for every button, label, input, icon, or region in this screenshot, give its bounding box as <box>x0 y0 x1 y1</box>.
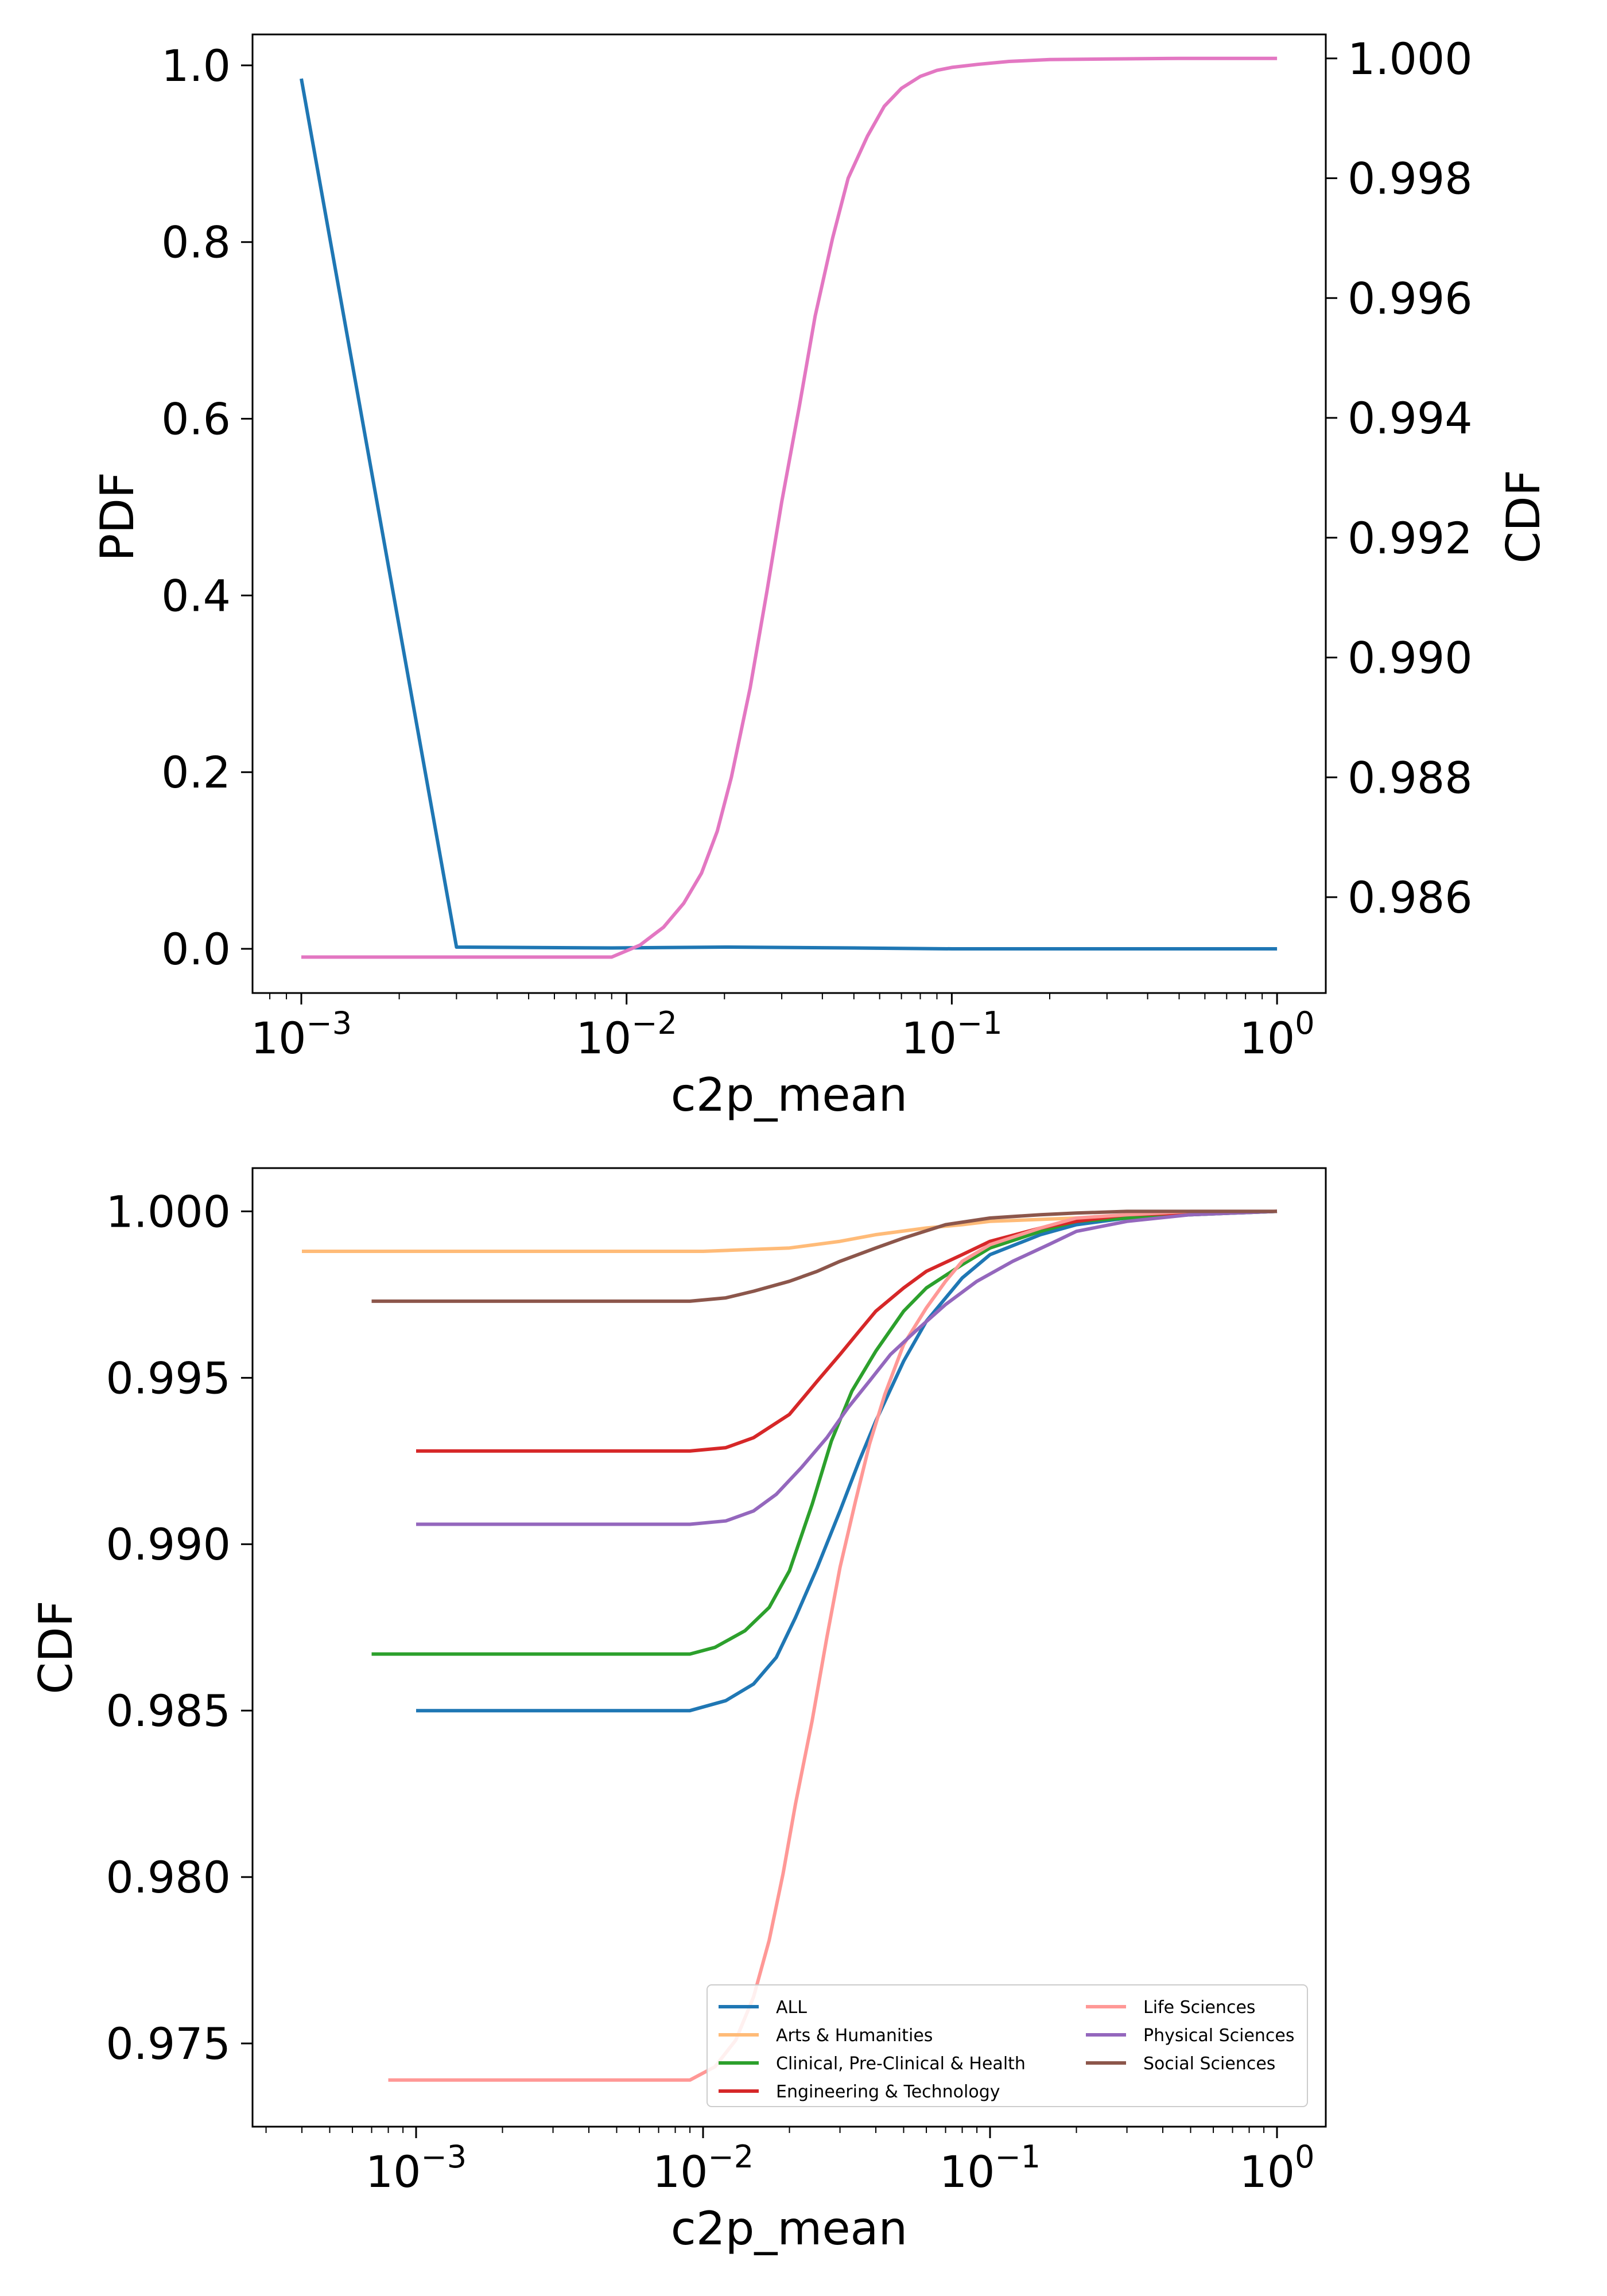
legend: ALL Arts & Humanities Clinical, Pre-Clinic… <box>707 1984 1308 2107</box>
right-y-tick-label: 0.994 <box>1348 393 1473 444</box>
right-y-tick-label: 1.000 <box>1348 33 1473 84</box>
left-y-tick-label: 0.6 <box>161 394 231 445</box>
legend-label: Engineering & Technology <box>776 2082 1000 2102</box>
y-tick-label: 0.990 <box>106 1519 231 1570</box>
right-y-tick-label: 0.988 <box>1348 752 1473 803</box>
legend-label: Arts & Humanities <box>776 2026 933 2046</box>
cdf-by-field-panel: 10−3 10−2 10−1 100 0.975 0.980 0.985 0.990 0.99… <box>29 1167 1327 2255</box>
legend-label: Life Sciences <box>1143 1998 1256 2018</box>
y-tick-label: 0.975 <box>106 2018 231 2069</box>
top-plot-lines <box>300 56 1278 959</box>
x-tick-label: 10−3 <box>251 1005 352 1064</box>
y-tick-label: 0.980 <box>106 1852 231 1903</box>
series-line-pdf <box>300 78 1278 951</box>
left-y-tick-label: 0.2 <box>161 747 231 798</box>
bottom-y-axis-label: CDF <box>29 1600 83 1694</box>
top-plot-frame <box>251 33 1327 994</box>
bottom-x-axis-label: c2p_mean <box>671 2202 908 2255</box>
legend-box <box>707 1984 1308 2107</box>
bottom-plot-frame <box>251 1167 1327 2128</box>
bottom-y-ticks: 0.975 0.980 0.985 0.990 0.995 1.000 <box>106 1186 253 2069</box>
legend-label: Clinical, Pre-Clinical & Health <box>776 2054 1026 2074</box>
y-tick-label: 0.995 <box>106 1352 231 1403</box>
legend-label: Physical Sciences <box>1143 2026 1295 2046</box>
x-tick-label: 10−2 <box>653 2139 754 2197</box>
left-y-tick-label: 0.0 <box>161 924 231 975</box>
top-x-axis-label: c2p_mean <box>671 1068 908 1122</box>
x-tick-label: 10−1 <box>940 2139 1041 2197</box>
x-tick-label: 10−1 <box>901 1005 1002 1064</box>
legend-label: ALL <box>776 1998 807 2018</box>
top-x-ticks: 10−3 10−2 10−1 100 <box>251 993 1315 1064</box>
top-right-y-axis-label: CDF <box>1497 470 1550 563</box>
legend-label: Social Sciences <box>1143 2054 1275 2074</box>
x-tick-label: 10−3 <box>366 2139 467 2197</box>
left-y-tick-label: 1.0 <box>161 40 231 91</box>
x-tick-label: 100 <box>1239 2139 1314 2197</box>
top-left-y-ticks: 0.0 0.2 0.4 0.6 0.8 1.0 <box>161 40 253 975</box>
left-y-tick-label: 0.8 <box>161 217 231 268</box>
top-right-y-ticks: 0.986 0.988 0.990 0.992 0.994 0.996 0.998 1.000 <box>1326 33 1473 923</box>
right-y-tick-label: 0.998 <box>1348 153 1473 204</box>
top-left-y-axis-label: PDF <box>91 472 144 561</box>
series-line-physical-sciences <box>416 1209 1278 1526</box>
pdf-cdf-panel: 10−3 10−2 10−1 100 0.0 0.2 0.4 0.6 0.8 1.0 0.986… <box>91 33 1550 1122</box>
series-line-social-sciences <box>371 1209 1277 1303</box>
left-y-tick-label: 0.4 <box>161 570 231 621</box>
right-y-tick-label: 0.996 <box>1348 273 1473 324</box>
right-y-tick-label: 0.990 <box>1348 633 1473 684</box>
bottom-x-ticks: 10−3 10−2 10−1 100 <box>265 2127 1315 2197</box>
series-line-cdf <box>301 56 1278 959</box>
y-tick-label: 1.000 <box>106 1186 231 1237</box>
y-tick-label: 0.985 <box>106 1685 231 1736</box>
right-y-tick-label: 0.992 <box>1348 513 1473 564</box>
right-y-tick-label: 0.986 <box>1348 872 1473 923</box>
x-tick-label: 100 <box>1240 1005 1315 1064</box>
series-line-engineering-technology <box>416 1209 1278 1453</box>
x-tick-label: 10−2 <box>576 1005 677 1064</box>
